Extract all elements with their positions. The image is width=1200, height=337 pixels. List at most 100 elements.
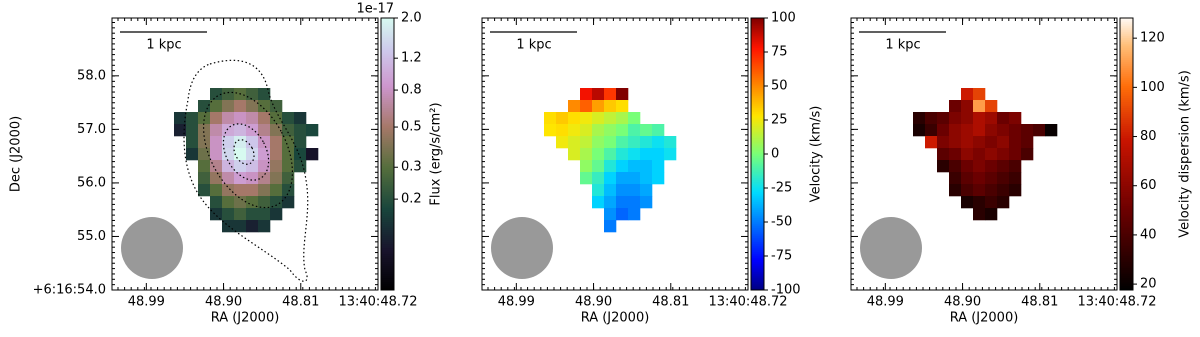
colorbar-step — [1120, 278, 1133, 281]
colorbar-step — [751, 268, 764, 271]
colorbar-step — [381, 108, 394, 111]
pixel — [628, 160, 641, 173]
colorbar-step — [751, 230, 764, 233]
colorbar-step — [751, 62, 764, 65]
colorbar-step — [751, 162, 764, 165]
pixel — [222, 112, 235, 125]
colorbar-step — [1120, 66, 1133, 69]
pixel — [282, 112, 295, 125]
colorbar-step — [381, 18, 394, 21]
pixel — [1009, 160, 1022, 173]
colorbar-step — [1120, 254, 1133, 257]
colorbar-step — [1120, 188, 1133, 191]
pixel — [1009, 124, 1022, 137]
pixel — [568, 100, 581, 113]
pixel — [1009, 112, 1022, 125]
colorbar-step — [381, 280, 394, 283]
colorbar-step — [751, 78, 764, 81]
colorbar-step — [751, 32, 764, 35]
colorbar-step — [751, 108, 764, 111]
pixel — [258, 112, 271, 125]
pixel — [246, 208, 259, 221]
x-tick-label: 48.90 — [944, 295, 981, 310]
x-tick-label: 48.81 — [1021, 295, 1058, 310]
colorbar-step — [381, 206, 394, 209]
colorbar-step — [751, 34, 764, 37]
pixel — [949, 148, 962, 161]
pixel — [985, 124, 998, 137]
pixel — [616, 208, 629, 221]
colorbar-step — [1120, 194, 1133, 197]
pixel — [604, 124, 617, 137]
colorbar-step — [751, 96, 764, 99]
pixel — [306, 124, 319, 137]
x-tick-label: 48.90 — [205, 295, 242, 310]
colorbar-tick-label: 120 — [1140, 31, 1165, 46]
colorbar-step — [381, 68, 394, 71]
pixel — [174, 124, 187, 137]
pixel — [592, 148, 605, 161]
colorbar-step — [1120, 236, 1133, 239]
pixel — [282, 136, 295, 149]
scale-bar-label: 1 kpc — [516, 38, 551, 53]
colorbar-step — [381, 76, 394, 79]
colorbar-step — [1120, 148, 1133, 151]
pixel — [270, 112, 283, 125]
colorbar-step — [1120, 284, 1133, 287]
colorbar-step — [1120, 68, 1133, 71]
colorbar-step — [381, 198, 394, 201]
colorbar-step — [381, 210, 394, 213]
pixel — [258, 196, 271, 209]
pixel — [640, 196, 653, 209]
colorbar-step — [751, 232, 764, 235]
colorbar-step — [1120, 214, 1133, 217]
pixel — [270, 136, 283, 149]
colorbar-step — [1120, 282, 1133, 285]
colorbar-step — [381, 156, 394, 159]
colorbar-step — [381, 122, 394, 125]
colorbar-step — [751, 84, 764, 87]
pixel — [568, 112, 581, 125]
colorbar-step — [1120, 182, 1133, 185]
colorbar-step — [1120, 22, 1133, 25]
colorbar-step — [381, 50, 394, 53]
contour-2 — [202, 91, 294, 209]
colorbar-step — [1120, 32, 1133, 35]
colorbar-step — [381, 236, 394, 239]
pixel — [246, 184, 259, 197]
colorbar-step — [381, 118, 394, 121]
colorbar-step — [1120, 276, 1133, 279]
pixel — [258, 136, 271, 149]
colorbar-step — [751, 166, 764, 169]
colorbar-tick-label: 75 — [771, 45, 788, 60]
colorbar-step — [751, 176, 764, 179]
colorbar-step — [381, 258, 394, 261]
colorbar-step — [1120, 48, 1133, 51]
pixel — [616, 196, 629, 209]
colorbar-step — [1120, 220, 1133, 223]
pixel — [568, 124, 581, 137]
colorbar-step — [751, 42, 764, 45]
colorbar-step — [381, 36, 394, 39]
colorbar-step — [751, 88, 764, 91]
pixel — [556, 112, 569, 125]
pixel — [222, 88, 235, 101]
pixel — [592, 184, 605, 197]
pixel — [652, 172, 665, 185]
colorbar-step — [381, 66, 394, 69]
colorbar-step — [751, 288, 764, 291]
colorbar-step — [751, 276, 764, 279]
pixel — [604, 112, 617, 125]
colorbar-step — [1120, 136, 1133, 139]
colorbar-step — [381, 60, 394, 63]
colorbar-step — [751, 258, 764, 261]
colorbar-step — [381, 188, 394, 191]
colorbar-offset-label: 1e-17 — [356, 2, 394, 17]
colorbar-step — [751, 44, 764, 47]
colorbar-step — [381, 162, 394, 165]
pixel — [270, 172, 283, 185]
colorbar-step — [751, 36, 764, 39]
colorbar-step — [381, 46, 394, 49]
colorbar-step — [751, 40, 764, 43]
